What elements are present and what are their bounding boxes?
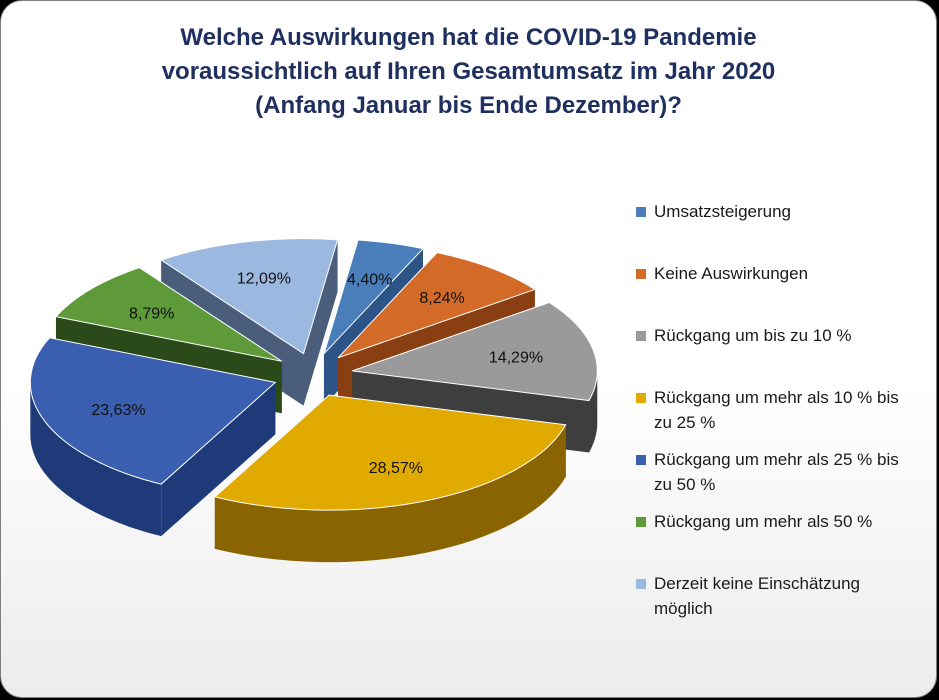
legend-swatch (636, 207, 646, 217)
chart-title: Welche Auswirkungen hat die COVID-19 Pan… (61, 21, 876, 123)
pie-slice-side (30, 382, 162, 537)
pie-slice-top (160, 238, 339, 355)
legend-label: Rückgang um mehr als 10 % bis zu 25 % (654, 388, 899, 432)
pie-slice-top (29, 337, 277, 485)
legend-label: Derzeit keine Einschätzung möglich (654, 574, 861, 618)
data-label-0: 4,40% (347, 272, 392, 289)
legend-swatch (636, 331, 646, 341)
legend-swatch (636, 393, 646, 403)
legend-label: Rückgang um mehr als 25 % bis zu 50 % (654, 450, 899, 494)
data-label-3: 28,57% (369, 460, 423, 477)
legend-label: Keine Auswirkungen (654, 264, 809, 283)
data-label-1: 8,24% (419, 290, 464, 307)
pie-slice-top (352, 301, 598, 402)
data-label-5: 8,79% (129, 305, 174, 322)
chart-title-line-2: voraussichtlich auf Ihren Gesamtumsatz i… (161, 58, 776, 85)
legend-label: Rückgang um mehr als 50 % (654, 512, 873, 531)
pie-slice-top (55, 267, 283, 362)
data-label-2: 14,29% (489, 349, 543, 366)
chart-title-line-3: (Anfang Januar bis Ende Dezember)? (255, 92, 682, 119)
pie-slice-3 (213, 394, 567, 563)
legend-swatch (636, 517, 646, 527)
chart-title-line-1: Welche Auswirkungen hat die COVID-19 Pan… (180, 24, 757, 51)
pie-slice-side (589, 370, 598, 453)
pie-slice-side (214, 424, 566, 563)
pie-slice-4 (29, 337, 277, 537)
legend-swatch (636, 269, 646, 279)
legend-label: Umsatzsteigerung (654, 202, 792, 221)
pie-slice-top (323, 239, 424, 355)
data-label-4: 23,63% (91, 402, 145, 419)
legend-swatch (636, 579, 646, 589)
pie-slice-wall (303, 239, 338, 406)
legend-swatch (636, 455, 646, 465)
pie-slice-top (337, 252, 537, 359)
pie-slice-top (213, 394, 567, 511)
legend-label: Rückgang um bis zu 10 % (654, 326, 852, 345)
data-label-6: 12,09% (237, 271, 291, 288)
